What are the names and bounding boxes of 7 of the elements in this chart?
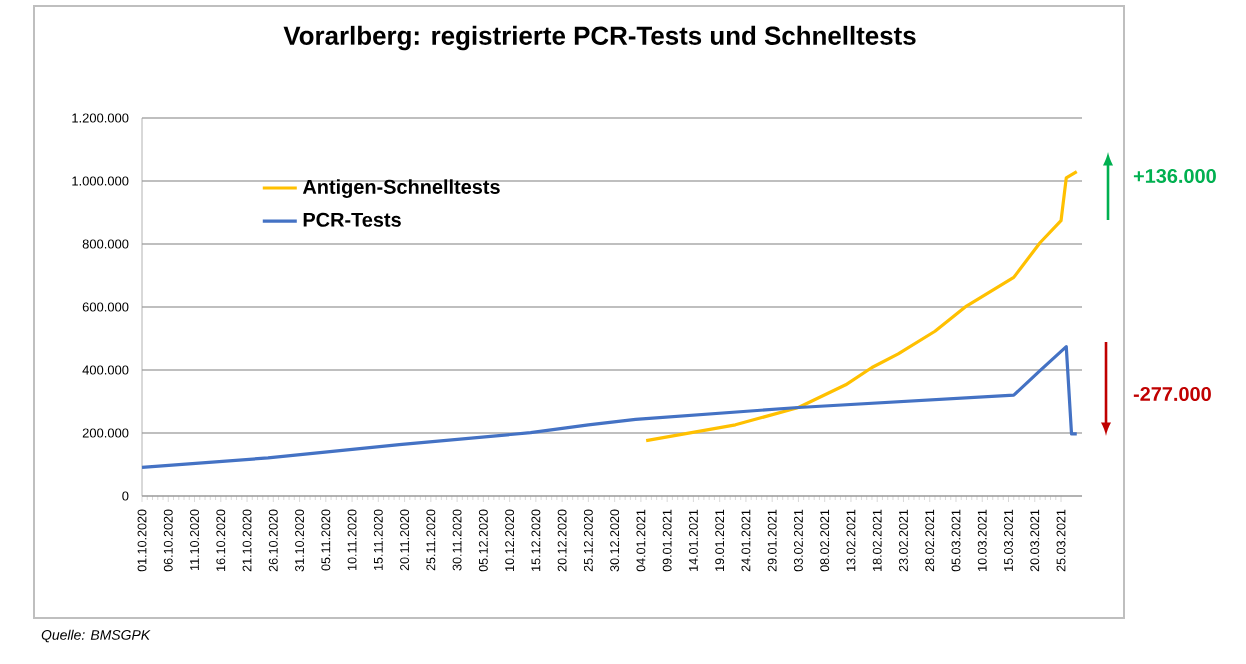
legend-label: PCR-Tests	[303, 212, 401, 227]
legend-label: Antigen-Schnelltests	[302, 179, 500, 198]
text: -277.000	[1133, 386, 1211, 402]
chart-title: Vorarlberg: registrierte PCR-Tests und Schnelltests	[283, 25, 916, 51]
text: +136.000	[1133, 168, 1216, 184]
line-series	[644, 169, 1079, 443]
line-series	[140, 345, 1079, 469]
